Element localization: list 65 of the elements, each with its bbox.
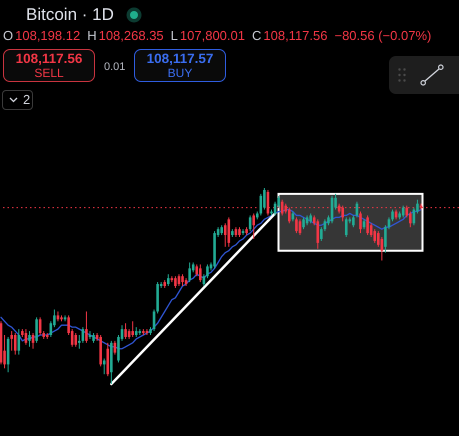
candlestick <box>373 228 376 244</box>
text: 108,268.35 <box>98 28 164 44</box>
text: −80.56 (−0.07%) <box>334 28 432 44</box>
text: H <box>87 28 97 44</box>
candlestick <box>92 332 95 344</box>
candlestick <box>238 226 241 238</box>
candlestick <box>309 212 312 224</box>
candlestick <box>234 226 238 238</box>
candlestick <box>17 328 20 356</box>
candlestick <box>85 310 88 344</box>
candlestick <box>32 332 34 350</box>
candlestick <box>131 320 134 338</box>
candlestick <box>178 274 180 286</box>
text: 0.01 <box>104 61 126 73</box>
text: C <box>252 28 262 44</box>
candlestick <box>10 330 13 352</box>
candlestick <box>134 326 138 338</box>
toggle-button: 2 <box>2 90 33 110</box>
candlestick <box>295 216 298 234</box>
candlestick <box>356 201 358 218</box>
candlestick <box>38 316 42 336</box>
candlestick <box>166 274 170 286</box>
candlestick <box>330 195 334 224</box>
text: 107,800.01 <box>180 28 245 44</box>
candlestick <box>252 212 256 240</box>
candlestick <box>402 205 405 218</box>
text: 108,198.12 <box>15 28 80 44</box>
candlestick <box>28 330 31 348</box>
candlestick <box>306 214 308 226</box>
candlestick <box>220 224 223 236</box>
candlestick <box>124 322 127 340</box>
candlestick <box>102 358 106 375</box>
candlestick <box>376 230 380 248</box>
candlestick <box>56 310 60 322</box>
candlestick <box>74 332 78 348</box>
candlestick <box>359 211 362 234</box>
candlestick <box>344 216 348 238</box>
candlestick <box>280 199 284 216</box>
candlestick <box>181 274 184 286</box>
buy-button: 108,117.57 BUY <box>134 49 226 82</box>
candlestick <box>35 316 38 344</box>
candlestick <box>248 214 252 232</box>
text: L <box>170 28 178 44</box>
candlestick <box>316 218 320 250</box>
candlestick <box>195 264 198 277</box>
candlestick <box>114 340 116 356</box>
candlestick <box>14 332 17 356</box>
candlestick <box>227 216 230 248</box>
candlestick <box>412 207 416 226</box>
candlestick <box>298 218 302 236</box>
candlestick <box>24 328 28 346</box>
text: O <box>3 28 14 44</box>
candlestick <box>362 218 366 230</box>
candlestick <box>292 211 294 222</box>
candlestick <box>302 216 305 230</box>
text: 108,117.56 <box>263 28 328 44</box>
sell-button: 108,117.56 SELL <box>3 49 95 82</box>
candlestick <box>352 214 355 228</box>
candlestick <box>174 276 177 288</box>
candlestick <box>260 193 262 216</box>
chart-title: Bitcoin · 1D <box>26 4 114 26</box>
candlestick <box>366 214 369 236</box>
candlestick <box>199 264 202 283</box>
candlestick <box>188 262 191 283</box>
candlestick <box>224 222 227 248</box>
